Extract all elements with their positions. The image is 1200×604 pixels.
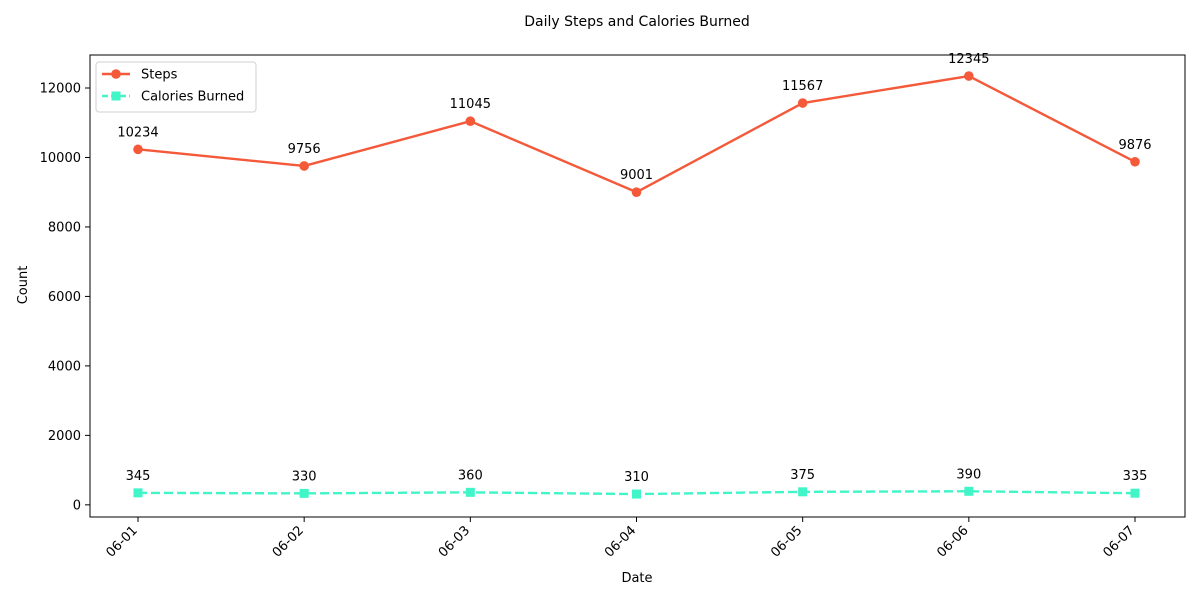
data-point-steps bbox=[797, 98, 808, 108]
legend-label-steps: Steps bbox=[141, 68, 178, 83]
data-point-calories-burned bbox=[133, 488, 143, 498]
data-label-steps: 11045 bbox=[450, 97, 491, 112]
chart-title: Daily Steps and Calories Burned bbox=[524, 14, 749, 30]
data-point-calories-burned bbox=[964, 486, 974, 496]
data-label-steps: 11567 bbox=[782, 79, 823, 94]
data-point-steps bbox=[631, 187, 642, 197]
plot-area: 0 2000 4000 6000 8000 10000 12000 06-01 06-02 06-… bbox=[40, 52, 1186, 561]
data-point-calories-burned bbox=[1130, 488, 1140, 498]
y-tick-label: 2000 bbox=[48, 429, 81, 444]
y-tick-label: 4000 bbox=[48, 359, 81, 374]
x-tick-label: 06-07 bbox=[1101, 523, 1138, 560]
data-point-steps bbox=[964, 71, 974, 81]
data-label-steps: 10234 bbox=[117, 125, 158, 140]
data-label-steps: 9876 bbox=[1118, 138, 1151, 153]
legend-label-calories-burned: Calories Burned bbox=[141, 90, 244, 105]
data-label-calories-burned: 335 bbox=[1123, 469, 1148, 484]
y-tick-label: 8000 bbox=[48, 220, 81, 235]
data-label-calories-burned: 310 bbox=[624, 470, 649, 485]
legend-marker-calories-burned bbox=[111, 91, 121, 101]
data-label-steps: 9756 bbox=[288, 142, 321, 157]
data-label-calories-burned: 390 bbox=[956, 467, 981, 482]
y-axis-label: Count bbox=[16, 266, 31, 305]
legend-box bbox=[95, 61, 257, 113]
data-label-calories-burned: 330 bbox=[292, 469, 317, 484]
data-point-steps bbox=[465, 116, 476, 126]
y-tick-label: 10000 bbox=[40, 151, 81, 166]
x-tick-label: 06-06 bbox=[934, 523, 971, 560]
data-point-calories-burned bbox=[299, 488, 309, 498]
x-tick-label: 06-04 bbox=[602, 523, 639, 560]
y-tick-label: 6000 bbox=[48, 290, 81, 305]
data-point-calories-burned bbox=[632, 489, 641, 499]
data-label-calories-burned: 360 bbox=[458, 468, 483, 483]
x-tick-label: 06-02 bbox=[270, 523, 307, 560]
data-point-steps bbox=[299, 161, 309, 171]
legend-marker-steps bbox=[111, 69, 121, 79]
data-label-steps: 12345 bbox=[948, 52, 989, 67]
y-tick-label: 12000 bbox=[40, 82, 81, 97]
data-point-steps bbox=[133, 144, 143, 155]
data-label-calories-burned: 345 bbox=[126, 469, 151, 484]
x-tick-label: 06-01 bbox=[104, 523, 141, 560]
data-point-calories-burned bbox=[465, 487, 475, 497]
x-axis-label: Date bbox=[621, 571, 652, 586]
plot-frame bbox=[89, 54, 1186, 518]
data-label-steps: 9001 bbox=[620, 168, 653, 183]
data-point-steps bbox=[1130, 156, 1140, 167]
x-tick-label: 06-03 bbox=[436, 523, 473, 560]
data-point-calories-burned bbox=[798, 487, 808, 497]
x-tick-label: 06-05 bbox=[768, 523, 805, 560]
data-label-calories-burned: 375 bbox=[790, 468, 815, 483]
y-tick-label: 0 bbox=[73, 498, 81, 513]
